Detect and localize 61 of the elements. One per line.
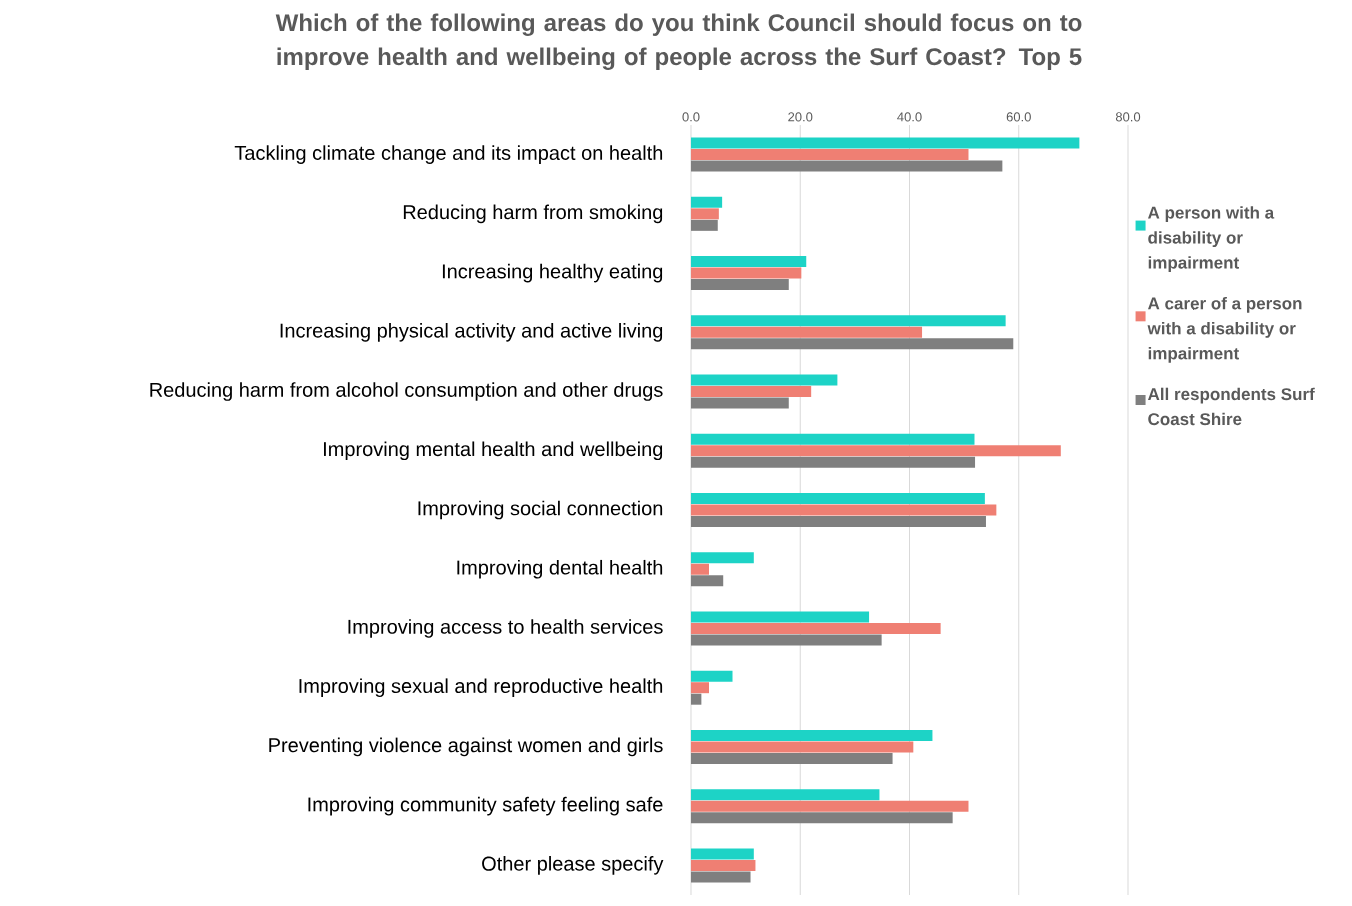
- bar: [690, 149, 969, 161]
- bar: [690, 433, 975, 445]
- bar: [690, 397, 789, 409]
- bar: [690, 279, 789, 291]
- y-tick-label: Tackling climate change and its impact on health: [234, 145, 663, 164]
- chart-title: Which of the following areas do you think Council should focus on to improve health and wellbeing of people across the Surf Coast? Top 5: [275, 13, 1082, 70]
- legend-label: A person with a disability or impairment: [1147, 206, 1275, 273]
- bar: [690, 622, 941, 634]
- bar: [690, 493, 985, 505]
- bar: [690, 729, 933, 741]
- x-tick-label: 60.0: [1006, 112, 1031, 122]
- x-tick-label: 20.0: [788, 112, 813, 122]
- bar: [690, 812, 953, 824]
- bar: [690, 326, 923, 338]
- bar: [690, 752, 893, 764]
- bar: [690, 552, 754, 564]
- bar: [690, 848, 754, 860]
- y-tick-label: Preventing violence against women and girls: [269, 737, 663, 757]
- legend-label: All respondents Surf Coast Shire: [1147, 387, 1315, 426]
- x-tick-label: 40.0: [897, 112, 922, 122]
- bar: [690, 859, 756, 871]
- legend-label: A carer of a person with a disability or impairment: [1147, 296, 1302, 363]
- y-tick-label: Improving community safety feeling safe: [308, 796, 663, 816]
- bar: [690, 456, 976, 468]
- bar: [690, 516, 986, 528]
- bar: [690, 611, 870, 623]
- bar: [690, 338, 1014, 350]
- bar: [690, 219, 718, 231]
- bar: [690, 208, 719, 220]
- bar: [690, 445, 1061, 457]
- bar: [690, 871, 751, 883]
- y-tick-label: Reducing harm from smoking: [403, 204, 663, 224]
- bar: [690, 575, 724, 587]
- y-tick-label: Improving sexual and reproductive health: [299, 678, 663, 698]
- x-tick-label: 0.0: [682, 112, 700, 122]
- bar: [690, 800, 969, 812]
- y-tick-label: Improving access to health services: [348, 619, 663, 638]
- bar: [690, 670, 733, 682]
- bar: [690, 160, 1003, 172]
- bar: [690, 256, 807, 268]
- bar: [690, 196, 723, 208]
- bar: [690, 315, 1006, 327]
- x-tick-label: 80.0: [1115, 112, 1141, 122]
- y-tick-label: Improving dental health: [457, 559, 663, 579]
- bar: [690, 693, 702, 705]
- y-tick-label: Improving social connection: [418, 500, 663, 520]
- bar: [690, 789, 880, 801]
- bar: [690, 374, 838, 386]
- y-tick-label: Increasing physical activity and active living: [280, 322, 663, 342]
- y-tick-label: Improving mental health and wellbeing: [323, 441, 663, 461]
- bar: [690, 634, 882, 646]
- bar: [690, 267, 802, 279]
- bar: [690, 741, 914, 753]
- bar: [690, 563, 710, 575]
- y-tick-label: Reducing harm from alcohol consumption and other drugs: [150, 382, 663, 401]
- bar: [690, 504, 997, 516]
- y-tick-label: Increasing healthy eating: [442, 263, 663, 283]
- bar: [690, 386, 812, 398]
- bar: [690, 682, 710, 694]
- bar: [690, 137, 1080, 149]
- y-tick-label: Other please specify: [482, 856, 664, 875]
